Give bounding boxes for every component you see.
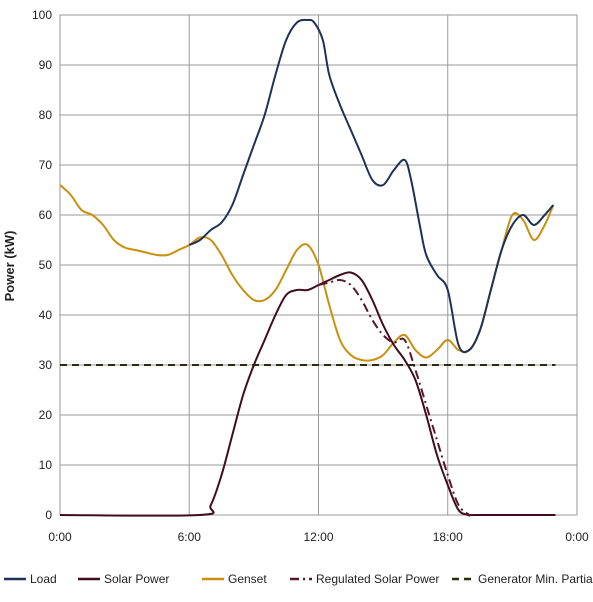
axes: 0 10 20 30 40 50 60 70 80 90 100 0:00 6:00 12:00 18:00… (32, 8, 589, 544)
legend-label: Load (30, 572, 57, 586)
legend-label: Generator Min. Partial Load (478, 572, 593, 586)
y-tick-label: 0 (45, 508, 52, 522)
x-tick-label: 6:00 (178, 530, 202, 544)
y-tick-label: 70 (39, 158, 53, 172)
grid (59, 14, 578, 516)
legend-label: Genset (228, 572, 267, 586)
y-tick-label: 80 (39, 108, 53, 122)
y-tick-label: 100 (32, 8, 52, 22)
legend: Load Solar Power Genset Regulated Solar Pow… (4, 572, 593, 586)
series-line-solar-power (59, 271, 556, 517)
x-tick-label: 0:00 (48, 530, 72, 544)
y-axis-label: Power (kW) (2, 231, 17, 302)
y-tick-label: 30 (39, 358, 53, 372)
legend-label: Solar Power (104, 572, 169, 586)
y-tick-label: 60 (39, 208, 53, 222)
series-line-load (188, 18, 555, 354)
x-tick-label: 18:00 (433, 530, 463, 544)
series-lines (59, 18, 556, 517)
x-tick-label: 0:00 (565, 530, 589, 544)
series-line-regulated-solar-power (318, 278, 470, 516)
x-tick-label: 12:00 (303, 530, 333, 544)
y-tick-label: 50 (39, 258, 53, 272)
legend-label: Regulated Solar Power (316, 572, 439, 586)
y-tick-label: 40 (39, 308, 53, 322)
y-tick-label: 90 (39, 58, 53, 72)
y-tick-label: 10 (39, 458, 53, 472)
y-tick-label: 20 (39, 408, 53, 422)
